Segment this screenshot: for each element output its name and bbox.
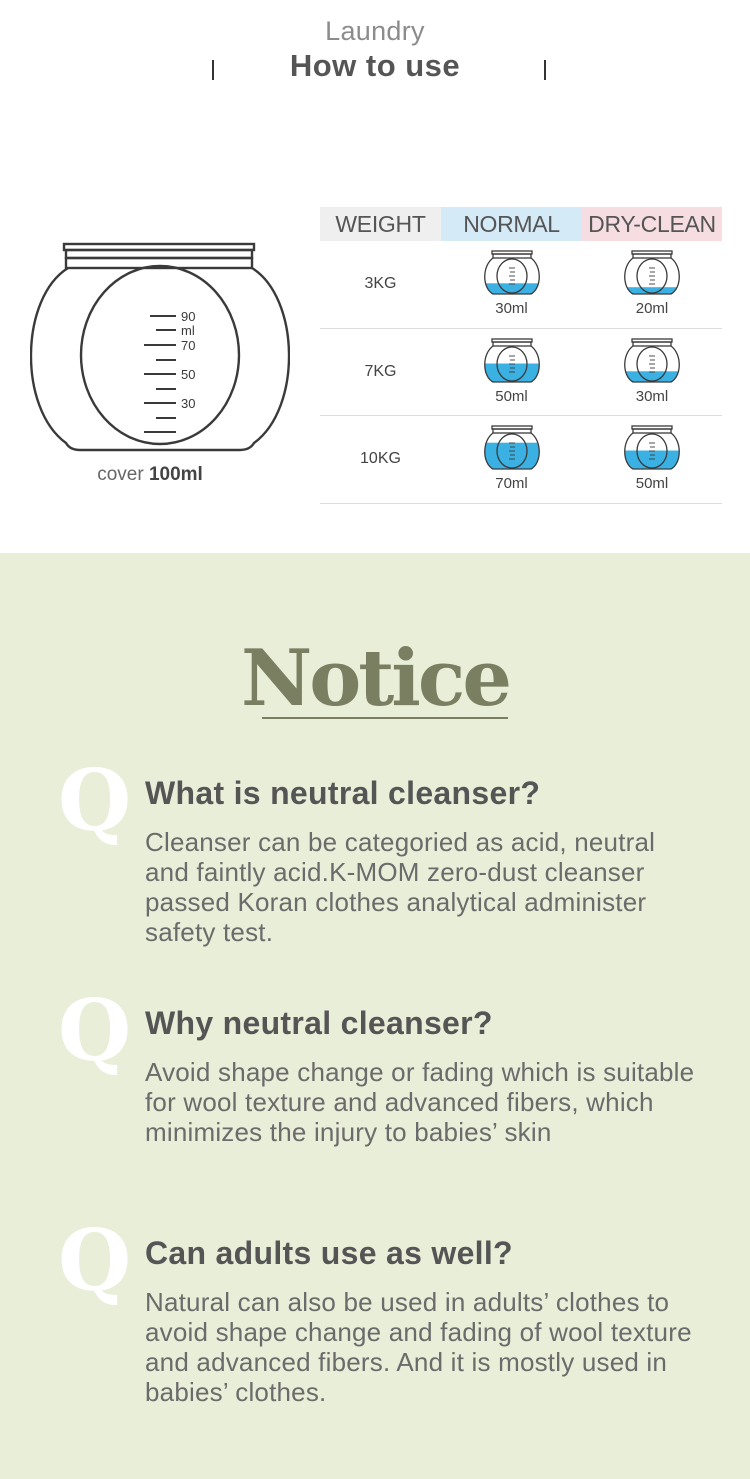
cup-mark-ml: ml bbox=[181, 323, 195, 338]
normal-cell: 30ml bbox=[441, 241, 582, 328]
dosage-amount: 20ml bbox=[635, 300, 669, 317]
cup-caption-label: cover bbox=[97, 464, 144, 485]
dosage-amount: 30ml bbox=[635, 387, 669, 405]
dosage-amount: 70ml bbox=[495, 475, 528, 492]
cup-level-icon bbox=[483, 337, 540, 383]
dosage-row: 3KG 30ml 20ml bbox=[320, 241, 722, 329]
cup-mark-70: 70 bbox=[181, 338, 195, 353]
title-divider-right bbox=[544, 60, 546, 80]
cup-level-icon bbox=[624, 425, 680, 470]
q-icon: Q bbox=[58, 751, 132, 850]
section-subtitle: Laundry bbox=[325, 16, 425, 46]
dosage-table-body: 3KG 30ml 20ml 7KG 50ml 30ml 10KG 70ml 50ml bbox=[320, 241, 722, 504]
faq-answer: Avoid shape change or fading which is su… bbox=[145, 1057, 695, 1147]
faq-answer: Cleanser can be categoried as acid, neut… bbox=[145, 827, 656, 947]
faq-question: Can adults use as well? bbox=[145, 1235, 513, 1271]
cup-mark-90: 90 bbox=[181, 309, 195, 324]
notice-title: Notice bbox=[240, 633, 512, 724]
dry-clean-cell: 30ml bbox=[582, 329, 722, 416]
notice-section: Notice Q What is neutral cleanser? Clean… bbox=[0, 553, 750, 1479]
dosage-row: 10KG 70ml 50ml bbox=[320, 416, 722, 504]
weight-cell: 10KG bbox=[360, 450, 401, 468]
normal-cell: 50ml bbox=[441, 329, 582, 416]
dosage-row: 7KG 50ml 30ml bbox=[320, 329, 722, 416]
cup-level-icon bbox=[624, 250, 680, 295]
normal-cell: 70ml bbox=[441, 416, 582, 503]
cup-scale-lines bbox=[144, 315, 176, 433]
dosage-amount: 30ml bbox=[495, 300, 528, 317]
weight-cell: 7KG bbox=[364, 362, 397, 380]
header-weight: WEIGHT bbox=[320, 207, 441, 241]
weight-cell: 3KG bbox=[364, 275, 397, 293]
faq-question: What is neutral cleanser? bbox=[145, 775, 541, 811]
dry-clean-cell: 50ml bbox=[582, 416, 722, 503]
measuring-cup-illustration: 90 ml 70 50 30 bbox=[30, 242, 290, 452]
q-icon: Q bbox=[58, 981, 132, 1080]
section-title: How to use bbox=[289, 48, 461, 83]
dosage-amount: 50ml bbox=[635, 475, 669, 492]
title-divider-left bbox=[212, 60, 214, 80]
dry-clean-cell: 20ml bbox=[582, 241, 722, 328]
header-dry-clean: DRY-CLEAN bbox=[582, 207, 722, 241]
how-to-use-section: Laundry How to use 90 ml 70 50 3 bbox=[0, 0, 750, 553]
cup-caption-value: 100ml bbox=[148, 464, 203, 485]
cup-caption: cover 100ml bbox=[30, 464, 270, 486]
dosage-table-header: WEIGHT NORMAL DRY-CLEAN bbox=[320, 207, 722, 241]
cup-level-icon bbox=[483, 250, 540, 295]
cup-level-icon bbox=[483, 425, 540, 470]
cup-mark-30: 30 bbox=[181, 396, 195, 411]
q-icon: Q bbox=[58, 1211, 132, 1310]
faq-question: Why neutral cleanser? bbox=[145, 1005, 493, 1041]
faq-answer: Natural can also be used in adults’ clot… bbox=[145, 1287, 692, 1407]
dosage-amount: 50ml bbox=[495, 387, 528, 405]
cup-mark-50: 50 bbox=[181, 367, 195, 382]
header-normal: NORMAL bbox=[441, 207, 582, 241]
dosage-table: WEIGHT NORMAL DRY-CLEAN 3KG 30ml 20ml 7KG 50… bbox=[320, 207, 722, 504]
notice-underline bbox=[262, 717, 508, 719]
cup-level-icon bbox=[624, 337, 680, 383]
